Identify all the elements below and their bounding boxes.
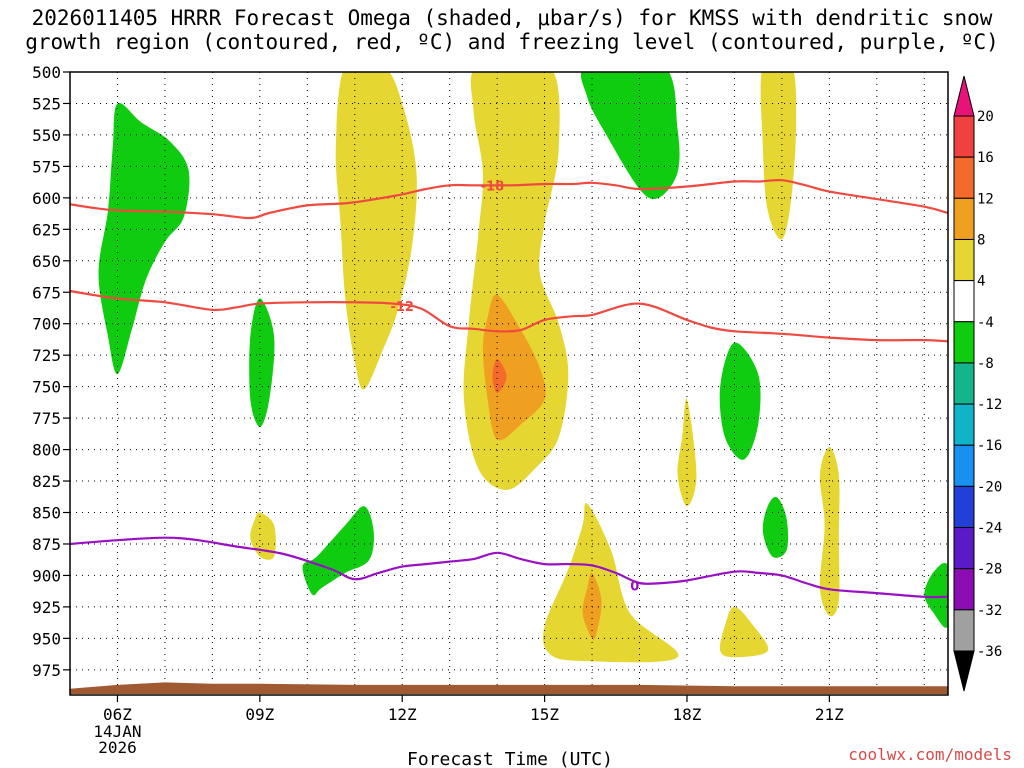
y-tick-label-750: 750	[32, 378, 61, 397]
y-tick-label-725: 725	[32, 346, 61, 365]
isotherm-labels: -18 -12 0	[390, 179, 639, 595]
colorbar-label-4: 4	[977, 274, 985, 290]
y-tick-label-925: 925	[32, 598, 61, 617]
freezing-level-0-line	[70, 536, 948, 599]
omega-region-yellow-21z	[819, 447, 840, 617]
x-tick-label-21Z: 21Z	[815, 705, 844, 724]
colorbar-swatch--8--4	[953, 321, 975, 364]
omega-region-red-orange-14z	[492, 359, 507, 393]
colorbar: 20 16 12 8 4 -4 -8 -12 -16 -20 -24 -28 -32 -36	[953, 75, 1002, 692]
omega-region-green-19z	[719, 342, 761, 460]
y-tick-label-500: 500	[32, 63, 61, 82]
y-tick-label-775: 775	[32, 409, 61, 428]
colorbar-swatch--28--24	[953, 527, 975, 570]
x-tick-label-06Z: 06Z	[103, 705, 132, 724]
x-tick-label-12Z: 12Z	[388, 705, 417, 724]
omega-region-yellow-20z-top	[760, 72, 797, 240]
y-tick-label-650: 650	[32, 252, 61, 271]
y-tick-label-600: 600	[32, 189, 61, 208]
y-tick-label-975: 975	[32, 661, 61, 680]
isotherm-neg12-line	[70, 289, 948, 343]
date-label-year: 2026	[98, 738, 137, 757]
omega-region-yellow-9z-low	[250, 512, 276, 560]
gridlines	[69, 71, 948, 695]
y-tick-label-575: 575	[32, 157, 61, 176]
colorbar-label-12: 12	[977, 191, 994, 207]
colorbar-label--4: -4	[977, 315, 994, 331]
colorbar-label--32: -32	[977, 603, 1002, 619]
x-axis-title: Forecast Time (UTC)	[407, 749, 613, 768]
omega-region-green-17z-top	[580, 72, 680, 200]
colorbar-label--20: -20	[977, 479, 1002, 495]
y-tick-label-900: 900	[32, 566, 61, 585]
terrain-shape	[70, 682, 948, 694]
colorbar-swatch--36--32	[953, 609, 975, 652]
colorbar-swatch-12-16	[953, 156, 975, 199]
chart-title: 2026011405 HRRR Forecast Omega (shaded, …	[0, 6, 1024, 54]
omega-region-green-10z-low	[302, 506, 374, 596]
colorbar-swatch--16--12	[953, 403, 975, 446]
x-tick-label-15Z: 15Z	[530, 705, 559, 724]
y-tick-label-800: 800	[32, 441, 61, 460]
x-tick-label-09Z: 09Z	[245, 705, 274, 724]
colorbar-label--8: -8	[977, 356, 994, 372]
y-tick-label-875: 875	[32, 535, 61, 554]
date-label-day: 14JAN	[93, 722, 141, 741]
omega-region-yellow-18z-thin	[677, 398, 697, 507]
colorbar-label--24: -24	[977, 521, 1002, 537]
colorbar-label--12: -12	[977, 397, 1002, 413]
omega-shaded-regions	[98, 72, 948, 663]
omega-region-yellow-16z-low	[542, 502, 679, 663]
chart-title-line2: growth region (contoured, red, ºC) and f…	[25, 30, 999, 54]
colorbar-swatch--32--28	[953, 568, 975, 611]
colorbar-bottom-arrow	[953, 650, 975, 692]
omega-region-yellow-19z-low	[719, 606, 769, 658]
freezing-level-0-label: 0	[630, 580, 639, 595]
colorbar-label-20: 20	[977, 109, 994, 125]
colorbar-swatch--12--8	[953, 362, 975, 405]
y-tick-label-625: 625	[32, 220, 61, 239]
x-tick-label-18Z: 18Z	[673, 705, 702, 724]
isotherm-neg18-label: -18	[481, 179, 505, 194]
colorbar-swatch--4-4	[953, 280, 975, 323]
terrain-fill	[70, 682, 948, 694]
colorbar-label--28: -28	[977, 562, 1002, 578]
omega-region-green-23z	[924, 562, 948, 628]
colorbar-swatch--20--16	[953, 444, 975, 487]
omega-region-yellow-11z	[335, 72, 417, 390]
pressure-axis: 500 525 550 575 600 625 650 675 700 725 750 775 800 8…	[32, 63, 70, 680]
isotherm-neg12-label: -12	[390, 300, 414, 315]
y-tick-label-525: 525	[32, 94, 61, 113]
omega-region-green-20z	[762, 496, 789, 558]
colorbar-label--36: -36	[977, 644, 1002, 660]
credit-text: coolwx.com/models	[848, 745, 1012, 764]
y-tick-label-675: 675	[32, 283, 61, 302]
colorbar-swatch-4-8	[953, 238, 975, 282]
colorbar-top-arrow	[953, 75, 975, 117]
plot-frame	[69, 71, 949, 696]
y-tick-label-550: 550	[32, 126, 61, 145]
omega-region-green-9z	[249, 298, 275, 427]
omega-region-green-6z	[98, 102, 190, 375]
colorbar-label--16: -16	[977, 438, 1002, 454]
chart-title-line1: 2026011405 HRRR Forecast Omega (shaded, …	[31, 6, 993, 30]
isotherm-contours	[70, 178, 948, 599]
colorbar-label-16: 16	[977, 150, 994, 166]
colorbar-swatch--24--20	[953, 485, 975, 529]
y-tick-label-850: 850	[32, 504, 61, 523]
colorbar-swatch-16-20	[953, 115, 975, 158]
y-tick-label-950: 950	[32, 629, 61, 648]
colorbar-label-8: 8	[977, 232, 985, 248]
isotherm-neg18-line	[70, 178, 948, 220]
colorbar-swatch-8-12	[953, 197, 975, 240]
y-tick-label-700: 700	[32, 315, 61, 334]
y-tick-label-825: 825	[32, 472, 61, 491]
